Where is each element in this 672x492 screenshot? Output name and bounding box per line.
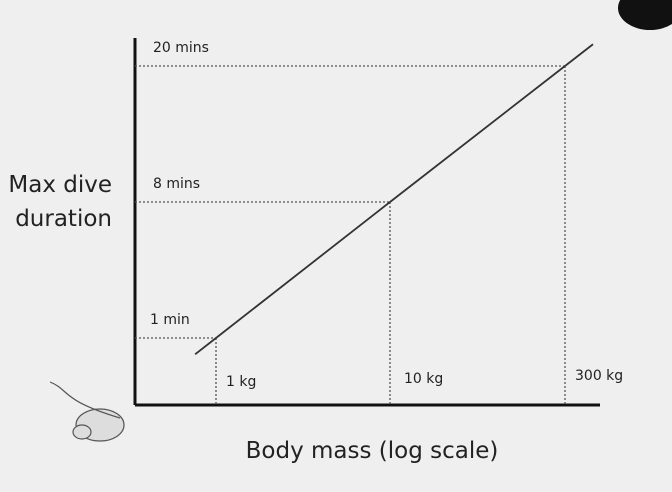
x-axis-label: Body mass (log scale) <box>246 438 499 464</box>
x-tick-label: 10 kg <box>404 371 443 387</box>
corner-object <box>618 0 672 30</box>
data-line <box>194 43 594 356</box>
y-axis-label: duration <box>15 206 112 232</box>
mouse-illustration <box>49 381 125 442</box>
y-tick-label: 8 mins <box>153 176 200 192</box>
y-tick-label: 1 min <box>150 312 190 328</box>
y-axis-label: Max dive <box>8 172 112 198</box>
x-tick-label: 1 kg <box>226 374 256 390</box>
y-tick-label: 20 mins <box>153 40 209 56</box>
x-tick-label: 300 kg <box>575 368 623 384</box>
